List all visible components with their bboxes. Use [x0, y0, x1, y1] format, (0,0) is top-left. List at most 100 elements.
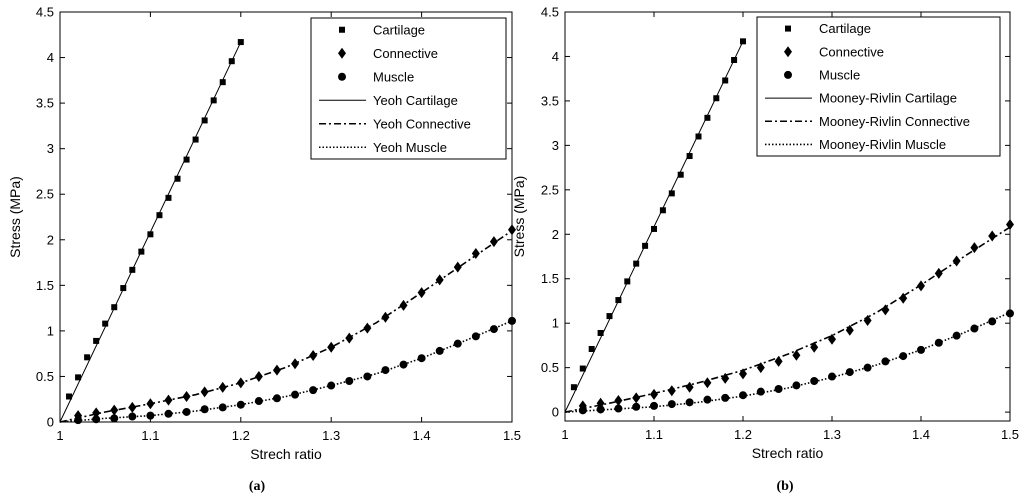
panel-a-point-muscle [110, 414, 119, 423]
panel-a-y-tick-label: 0.5 [36, 369, 54, 384]
panel-a-y-tick-label: 1.5 [36, 278, 54, 293]
panel-b-y-tick-label: 1 [552, 316, 559, 331]
panel-b-point-muscle [863, 363, 872, 372]
panel-b-point-connective [988, 230, 997, 242]
panel-b-series-muscle [578, 309, 1014, 415]
panel-a-x-tick-label: 1.3 [322, 428, 340, 443]
panel-b-point-muscle [756, 387, 765, 396]
panel-a-x-tick-label: 1.4 [413, 428, 431, 443]
panel-a-point-connective [417, 287, 426, 299]
panel-b-legend-label-mooney-rivlin-cartilage: Mooney-Rivlin Cartilage [819, 91, 957, 106]
panel-b-point-muscle [828, 372, 836, 381]
panel-b-point-muscle [952, 331, 961, 340]
panel-b-legend: Cartilage Connective Muscle Mooney-Rivlin C… [756, 16, 1001, 157]
panel-b-y-tick-label: 1.5 [541, 271, 559, 286]
panel-a-legend-label-yeoh-connective: Yeoh Connective [373, 116, 471, 131]
panel-a-series-yeoh-muscle [59, 320, 513, 423]
panel-a-series-muscle [74, 316, 516, 425]
panel-a-point-connective [489, 236, 498, 248]
panel-a-legend-swatch-connective [338, 47, 346, 59]
panel-a-point-cartilage [93, 337, 100, 344]
panel-a-point-connective [471, 247, 480, 259]
panel-b-point-cartilage [722, 77, 729, 84]
panel-b-x-tick-label: 1 [561, 427, 568, 442]
panel-a-point-muscle [200, 405, 209, 414]
chart-panel-a: 1 1.1 1.2 1.3 1.4 1.5 0 0.5 1 1.5 2 2.5 3 3.5 4 4.5 Stre… [7, 5, 521, 463]
panel-a-point-muscle [363, 372, 372, 381]
panel-a-point-muscle [345, 377, 354, 385]
panel-a-x-tick-label: 1.1 [141, 428, 159, 443]
panel-b-point-connective [828, 333, 836, 345]
panel-a-point-connective [363, 322, 372, 334]
panel-b-series-mooney-rivlin-connective [564, 226, 1011, 413]
panel-b-point-cartilage [713, 95, 720, 102]
panel-label-a: (a) [249, 479, 266, 494]
panel-b-point-connective [685, 381, 694, 393]
panel-a-point-muscle [453, 339, 462, 348]
panel-b-point-connective [792, 349, 801, 361]
panel-a-legend-label-connective: Connective [373, 46, 438, 61]
panel-b-point-connective [632, 392, 641, 404]
panel-a-point-cartilage [102, 320, 109, 327]
panel-a-fit-line-yeoh-muscle [59, 320, 513, 423]
panel-a-point-cartilage [156, 212, 163, 219]
panel-b-point-cartilage [659, 207, 666, 214]
panel-b-series-cartilage [570, 38, 746, 391]
panel-a-point-connective [508, 224, 516, 236]
panel-b-axes-box [564, 11, 1011, 422]
panel-b-point-connective [934, 267, 943, 279]
panel-b-x-tick-label: 1.1 [645, 427, 663, 442]
panel-b-x-tick-label: 1.4 [912, 427, 930, 442]
panel-b-series-mooney-rivlin-muscle [564, 311, 1011, 413]
panel-a-y-tick-label: 2 [47, 232, 54, 247]
panel-b-point-muscle [917, 345, 925, 354]
panel-b-y-tick-label: 3 [552, 138, 559, 153]
panel-a-y-tick-label: 0 [47, 415, 54, 430]
panel-a-y-tick-label: 2.5 [36, 187, 54, 202]
panel-a-point-muscle [508, 316, 516, 325]
panel-a-y-tick-label: 3.5 [36, 96, 54, 111]
panel-b-point-muscle [703, 395, 712, 404]
panel-a-point-cartilage [183, 156, 190, 163]
panel-b-point-connective [703, 377, 712, 389]
panel-b-point-muscle [650, 401, 658, 410]
panel-a-point-muscle [381, 366, 390, 375]
panel-b-point-muscle [632, 402, 641, 411]
panel-b-fit-line-mooney-rivlin-muscle [564, 311, 1011, 413]
panel-a-point-muscle [128, 412, 137, 421]
panel-b-point-muscle [792, 381, 801, 390]
panel-b-point-connective [721, 372, 730, 384]
panel-a-legend-box [310, 17, 507, 160]
panel-b-point-cartilage [704, 114, 711, 121]
panel-b-fit-line-mooney-rivlin-cartilage [564, 41, 744, 413]
panel-a-point-cartilage [174, 175, 181, 182]
panel-b-x-tick-label: 1.2 [734, 427, 752, 442]
panel-b-fit-line-mooney-rivlin-connective [564, 226, 1011, 413]
panel-b-x-tick-label: 1.5 [1001, 427, 1019, 442]
panel-b-y-tick-label: 4.5 [541, 5, 559, 20]
panel-b-y-tick-label: 4 [552, 49, 559, 64]
panel-b-legend-label-mooney-rivlin-muscle: Mooney-Rivlin Muscle [819, 137, 946, 152]
panel-a-y-tick-label: 3 [47, 141, 54, 156]
panel-b-point-connective [1006, 219, 1014, 231]
panel-a-point-connective [327, 341, 336, 353]
panel-b-point-muscle [774, 384, 783, 393]
panel-b-legend-label-cartilage: Cartilage [819, 21, 871, 36]
panel-b-point-muscle [721, 393, 730, 402]
panel-a-point-connective [200, 386, 209, 398]
panel-a-point-cartilage [219, 79, 226, 86]
panel-b-legend-label-connective: Connective [819, 44, 884, 59]
panel-b-y-axis-label: Stress (MPa) [511, 176, 527, 258]
panel-a-point-connective [182, 390, 191, 402]
panel-a-point-muscle [399, 360, 408, 369]
panel-a-y-axis-label: Stress (MPa) [7, 176, 23, 258]
panel-a-legend-label-yeoh-cartilage: Yeoh Cartilage [373, 93, 458, 108]
panel-a-axes-box [59, 11, 513, 423]
panel-a-point-connective [254, 370, 263, 382]
panel-b-point-muscle [988, 317, 997, 326]
panel-b-point-connective [970, 242, 979, 254]
panel-b-point-cartilage [686, 153, 693, 160]
panel-a-series-yeoh-cartilage [59, 41, 242, 423]
panel-a-x-tick-label: 1.2 [232, 428, 250, 443]
